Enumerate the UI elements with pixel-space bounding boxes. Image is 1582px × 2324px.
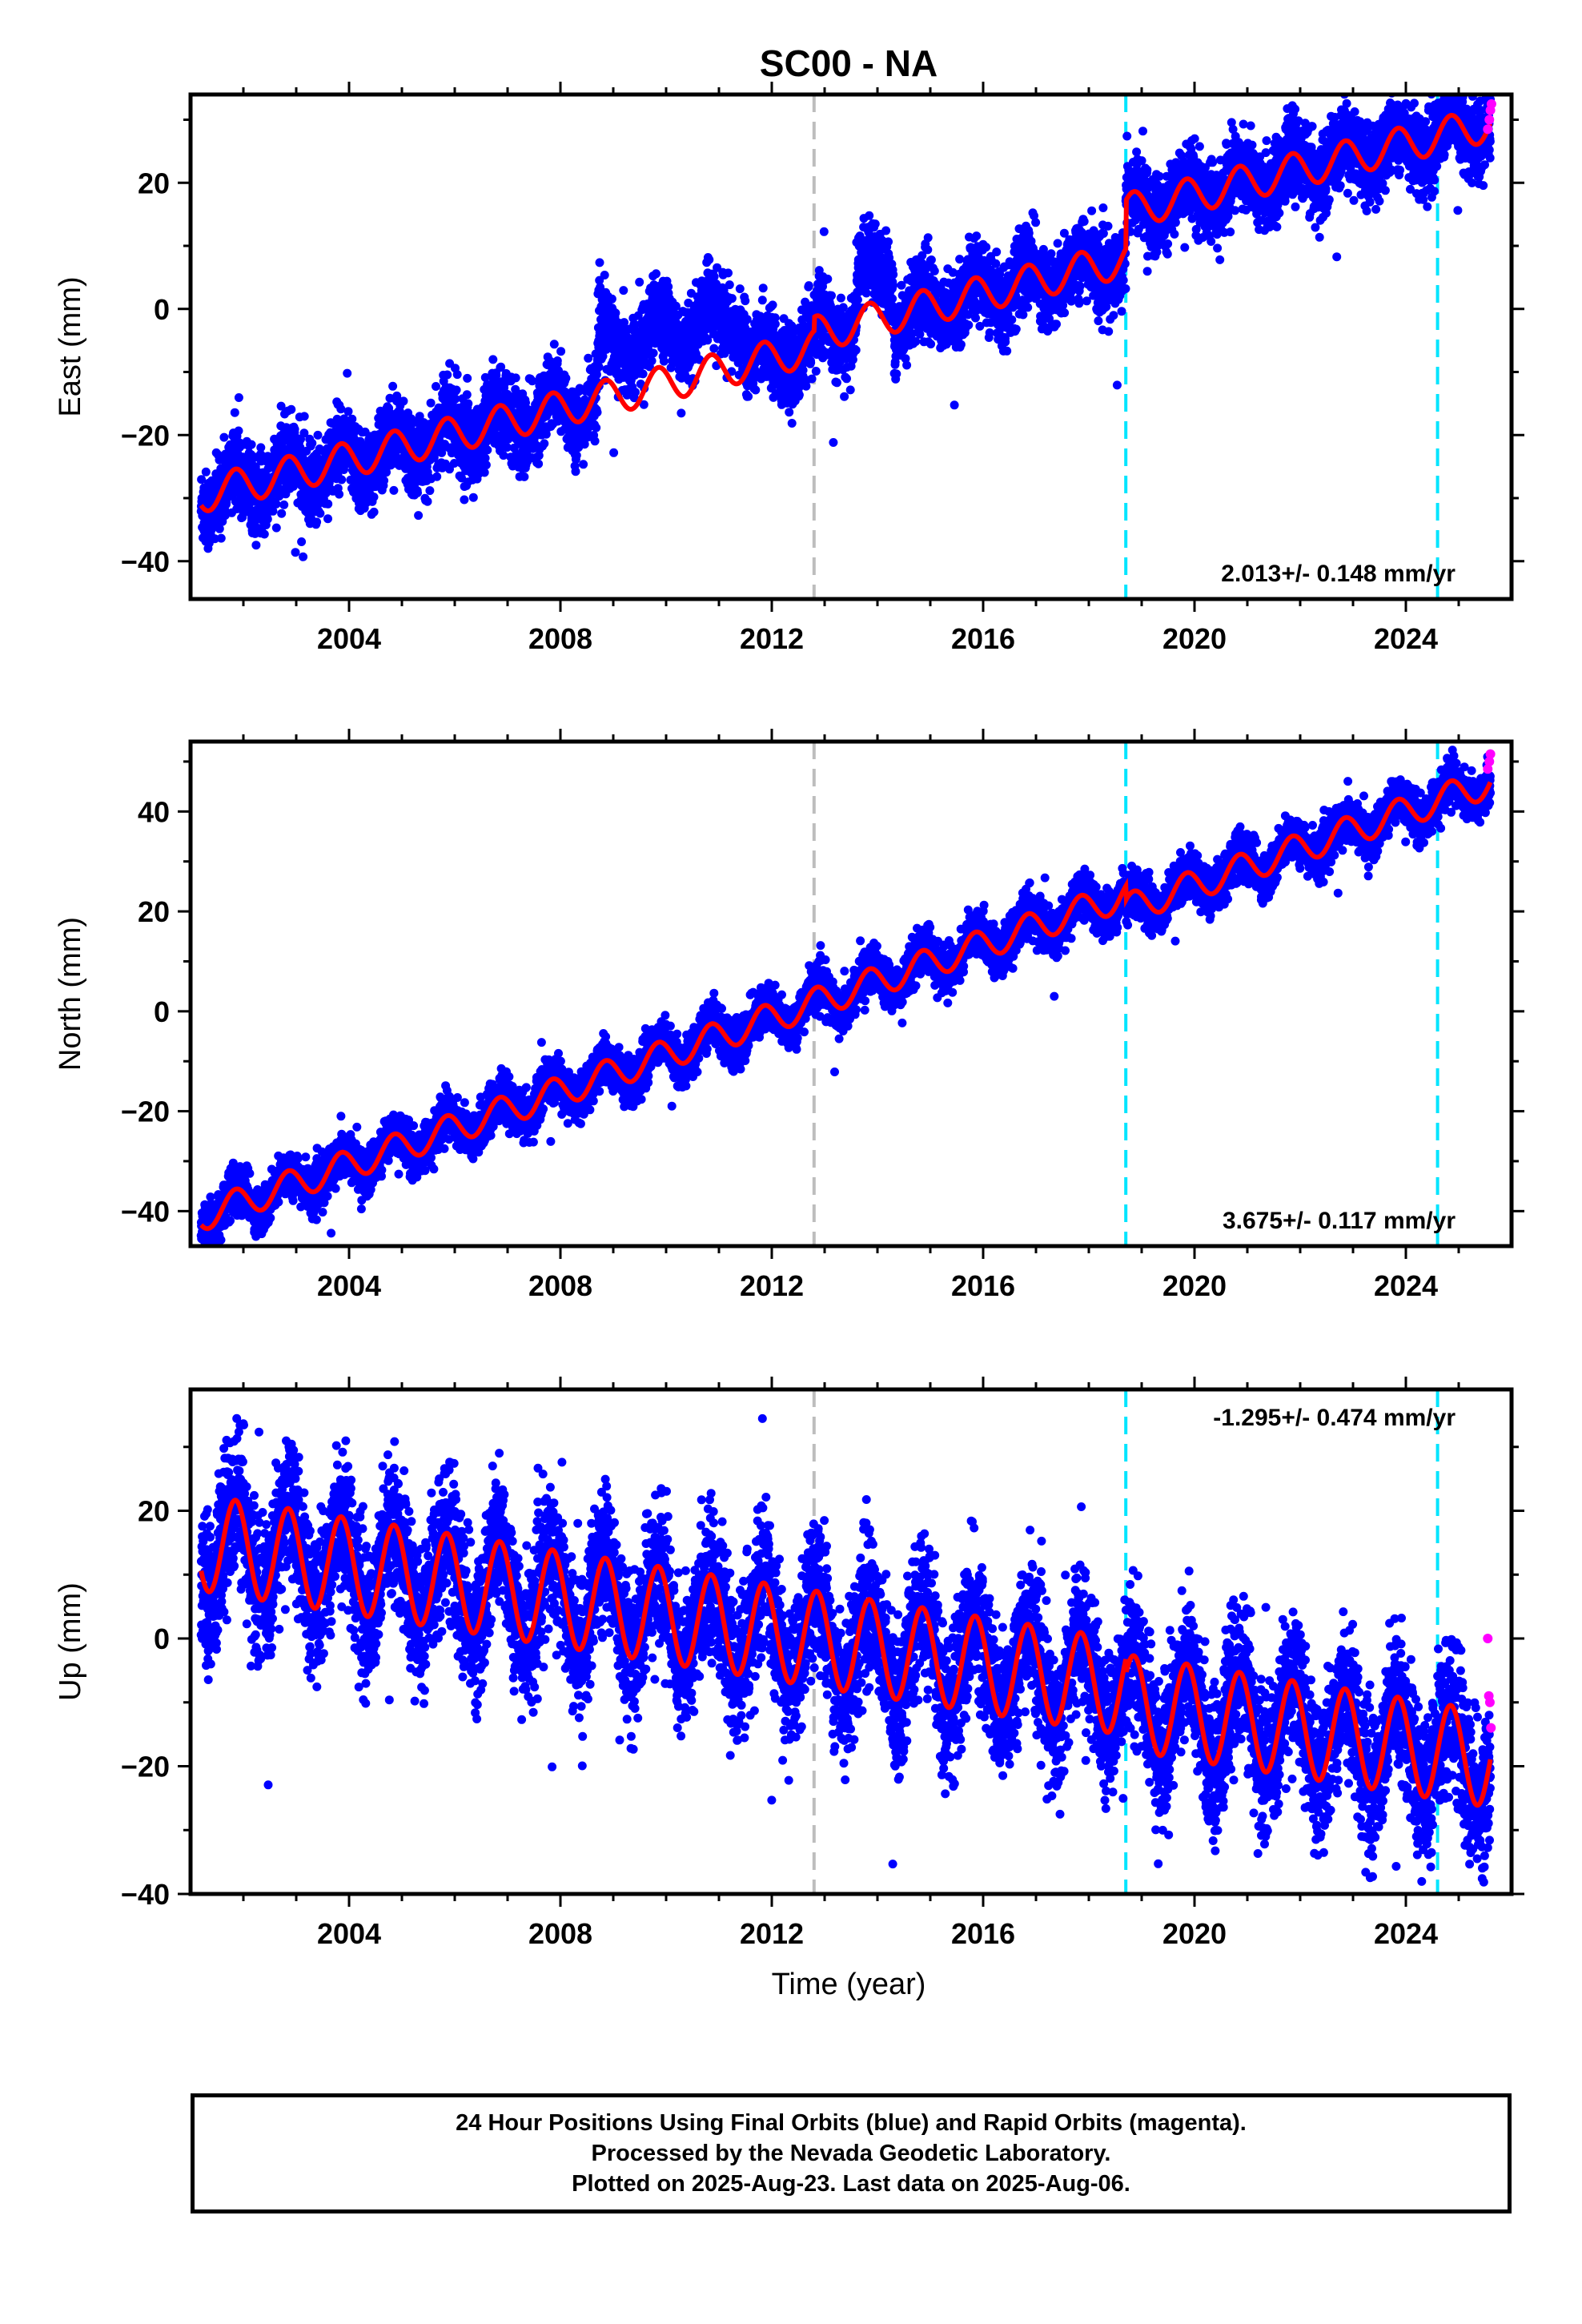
panel-up-rapid-orbit-point-2 bbox=[1485, 1698, 1495, 1707]
panel-up-final-orbit-scatter bbox=[197, 1414, 1495, 1948]
panel-east-x-tick-label: 2016 bbox=[951, 622, 1015, 655]
panel-east-x-tick-label: 2020 bbox=[1162, 622, 1227, 655]
caption-line-processed: Processed by the Nevada Geodetic Laborat… bbox=[592, 2138, 1111, 2169]
panel-east-y-tick-label: 20 bbox=[138, 167, 170, 199]
chart-title: SC00 - NA bbox=[760, 42, 938, 84]
panel-north-x-tick-label: 2012 bbox=[740, 1269, 804, 1302]
panel-north-final-orbit-points bbox=[197, 746, 1495, 1256]
panel-up-x-tick-label: 2016 bbox=[951, 1917, 1015, 1950]
panel-up-final-orbit-points bbox=[197, 1414, 1495, 1948]
panel-east-y-axis-title: East (mm) bbox=[54, 276, 87, 416]
panel-north-x-tick-label: 2020 bbox=[1162, 1269, 1227, 1302]
panel-north-x-tick-label: 2016 bbox=[951, 1269, 1015, 1302]
panel-up-rate-label: -1.295+/- 0.474 mm/yr bbox=[1213, 1405, 1456, 1431]
panel-east-x-tick-label: 2012 bbox=[740, 622, 804, 655]
panel-east-x-tick-label: 2008 bbox=[528, 622, 592, 655]
panel-east-x-tick-label: 2024 bbox=[1374, 622, 1438, 655]
panel-up-x-tick-label: 2008 bbox=[528, 1917, 592, 1950]
panel-up-y-axis-title: Up (mm) bbox=[54, 1582, 87, 1701]
panel-up-x-tick-label: 2024 bbox=[1374, 1917, 1438, 1950]
panel-east-rapid-orbit-point-3 bbox=[1487, 99, 1496, 109]
panel-north-y-tick-label: −40 bbox=[121, 1195, 170, 1228]
panel-north-rate-label: 3.675+/- 0.117 mm/yr bbox=[1223, 1208, 1456, 1234]
panel-east-y-tick-label: −20 bbox=[121, 419, 170, 452]
panel-north-final-orbit-scatter bbox=[197, 746, 1495, 1256]
panel-east-y-tick-label: 0 bbox=[154, 293, 170, 326]
panel-north-x-tick-label: 2004 bbox=[317, 1269, 381, 1302]
panel-north-x-tick-label: 2024 bbox=[1374, 1269, 1438, 1302]
panel-east-final-orbit-points bbox=[197, 60, 1495, 561]
panel-east-final-orbit-scatter bbox=[197, 60, 1495, 561]
panel-east-rate-label: 2.013+/- 0.148 mm/yr bbox=[1221, 561, 1456, 587]
panel-east: 2004 2008 2012 2016 2020 2024 −40 −20 0 20 East (m… bbox=[54, 60, 1524, 655]
panel-east-y-tick-label: −40 bbox=[121, 545, 170, 578]
panel-east-rapid-orbit-point-0 bbox=[1483, 124, 1492, 134]
panel-north-y-axis-title: North (mm) bbox=[54, 917, 87, 1071]
caption-line-orbits: 24 Hour Positions Using Final Orbits (bl… bbox=[456, 2108, 1247, 2138]
panel-up-x-tick-label: 2012 bbox=[740, 1917, 804, 1950]
panel-up-rapid-orbit-point-0 bbox=[1483, 1634, 1492, 1643]
panel-east-x-tick-label: 2004 bbox=[317, 622, 381, 655]
panel-up-y-tick-label: −40 bbox=[121, 1878, 170, 1911]
panel-north-y-tick-label: 40 bbox=[138, 795, 170, 828]
panel-north-y-tick-label: −20 bbox=[121, 1096, 170, 1128]
panel-up: 2004 2008 2012 2016 2020 2024 −40 −20 0 20 Up (mm)… bbox=[54, 1377, 1524, 1950]
panel-up-y-tick-label: 20 bbox=[138, 1495, 170, 1528]
panel-east-rapid-orbit-point-1 bbox=[1484, 115, 1494, 125]
panel-north-y-tick-label: 0 bbox=[154, 995, 170, 1028]
caption-line-plotted: Plotted on 2025-Aug-23. Last data on 202… bbox=[572, 2169, 1130, 2199]
panel-up-x-tick-label: 2020 bbox=[1162, 1917, 1227, 1950]
panel-north-x-tick-label: 2008 bbox=[528, 1269, 592, 1302]
panel-north-rapid-orbit-point-2 bbox=[1486, 750, 1496, 759]
panel-up-rapid-orbit-point-3 bbox=[1486, 1723, 1496, 1733]
x-axis-title: Time (year) bbox=[772, 1968, 926, 2001]
panel-north-y-tick-label: 20 bbox=[138, 895, 170, 928]
panel-up-x-tick-label: 2004 bbox=[317, 1917, 381, 1950]
panel-north: 2004 2008 2012 2016 2020 2024 −40 −20 0 20 40 North… bbox=[54, 729, 1524, 1302]
panel-up-y-tick-label: −20 bbox=[121, 1751, 170, 1783]
caption-box: 24 Hour Positions Using Final Orbits (bl… bbox=[191, 2093, 1512, 2213]
panel-up-y-tick-label: 0 bbox=[154, 1622, 170, 1655]
